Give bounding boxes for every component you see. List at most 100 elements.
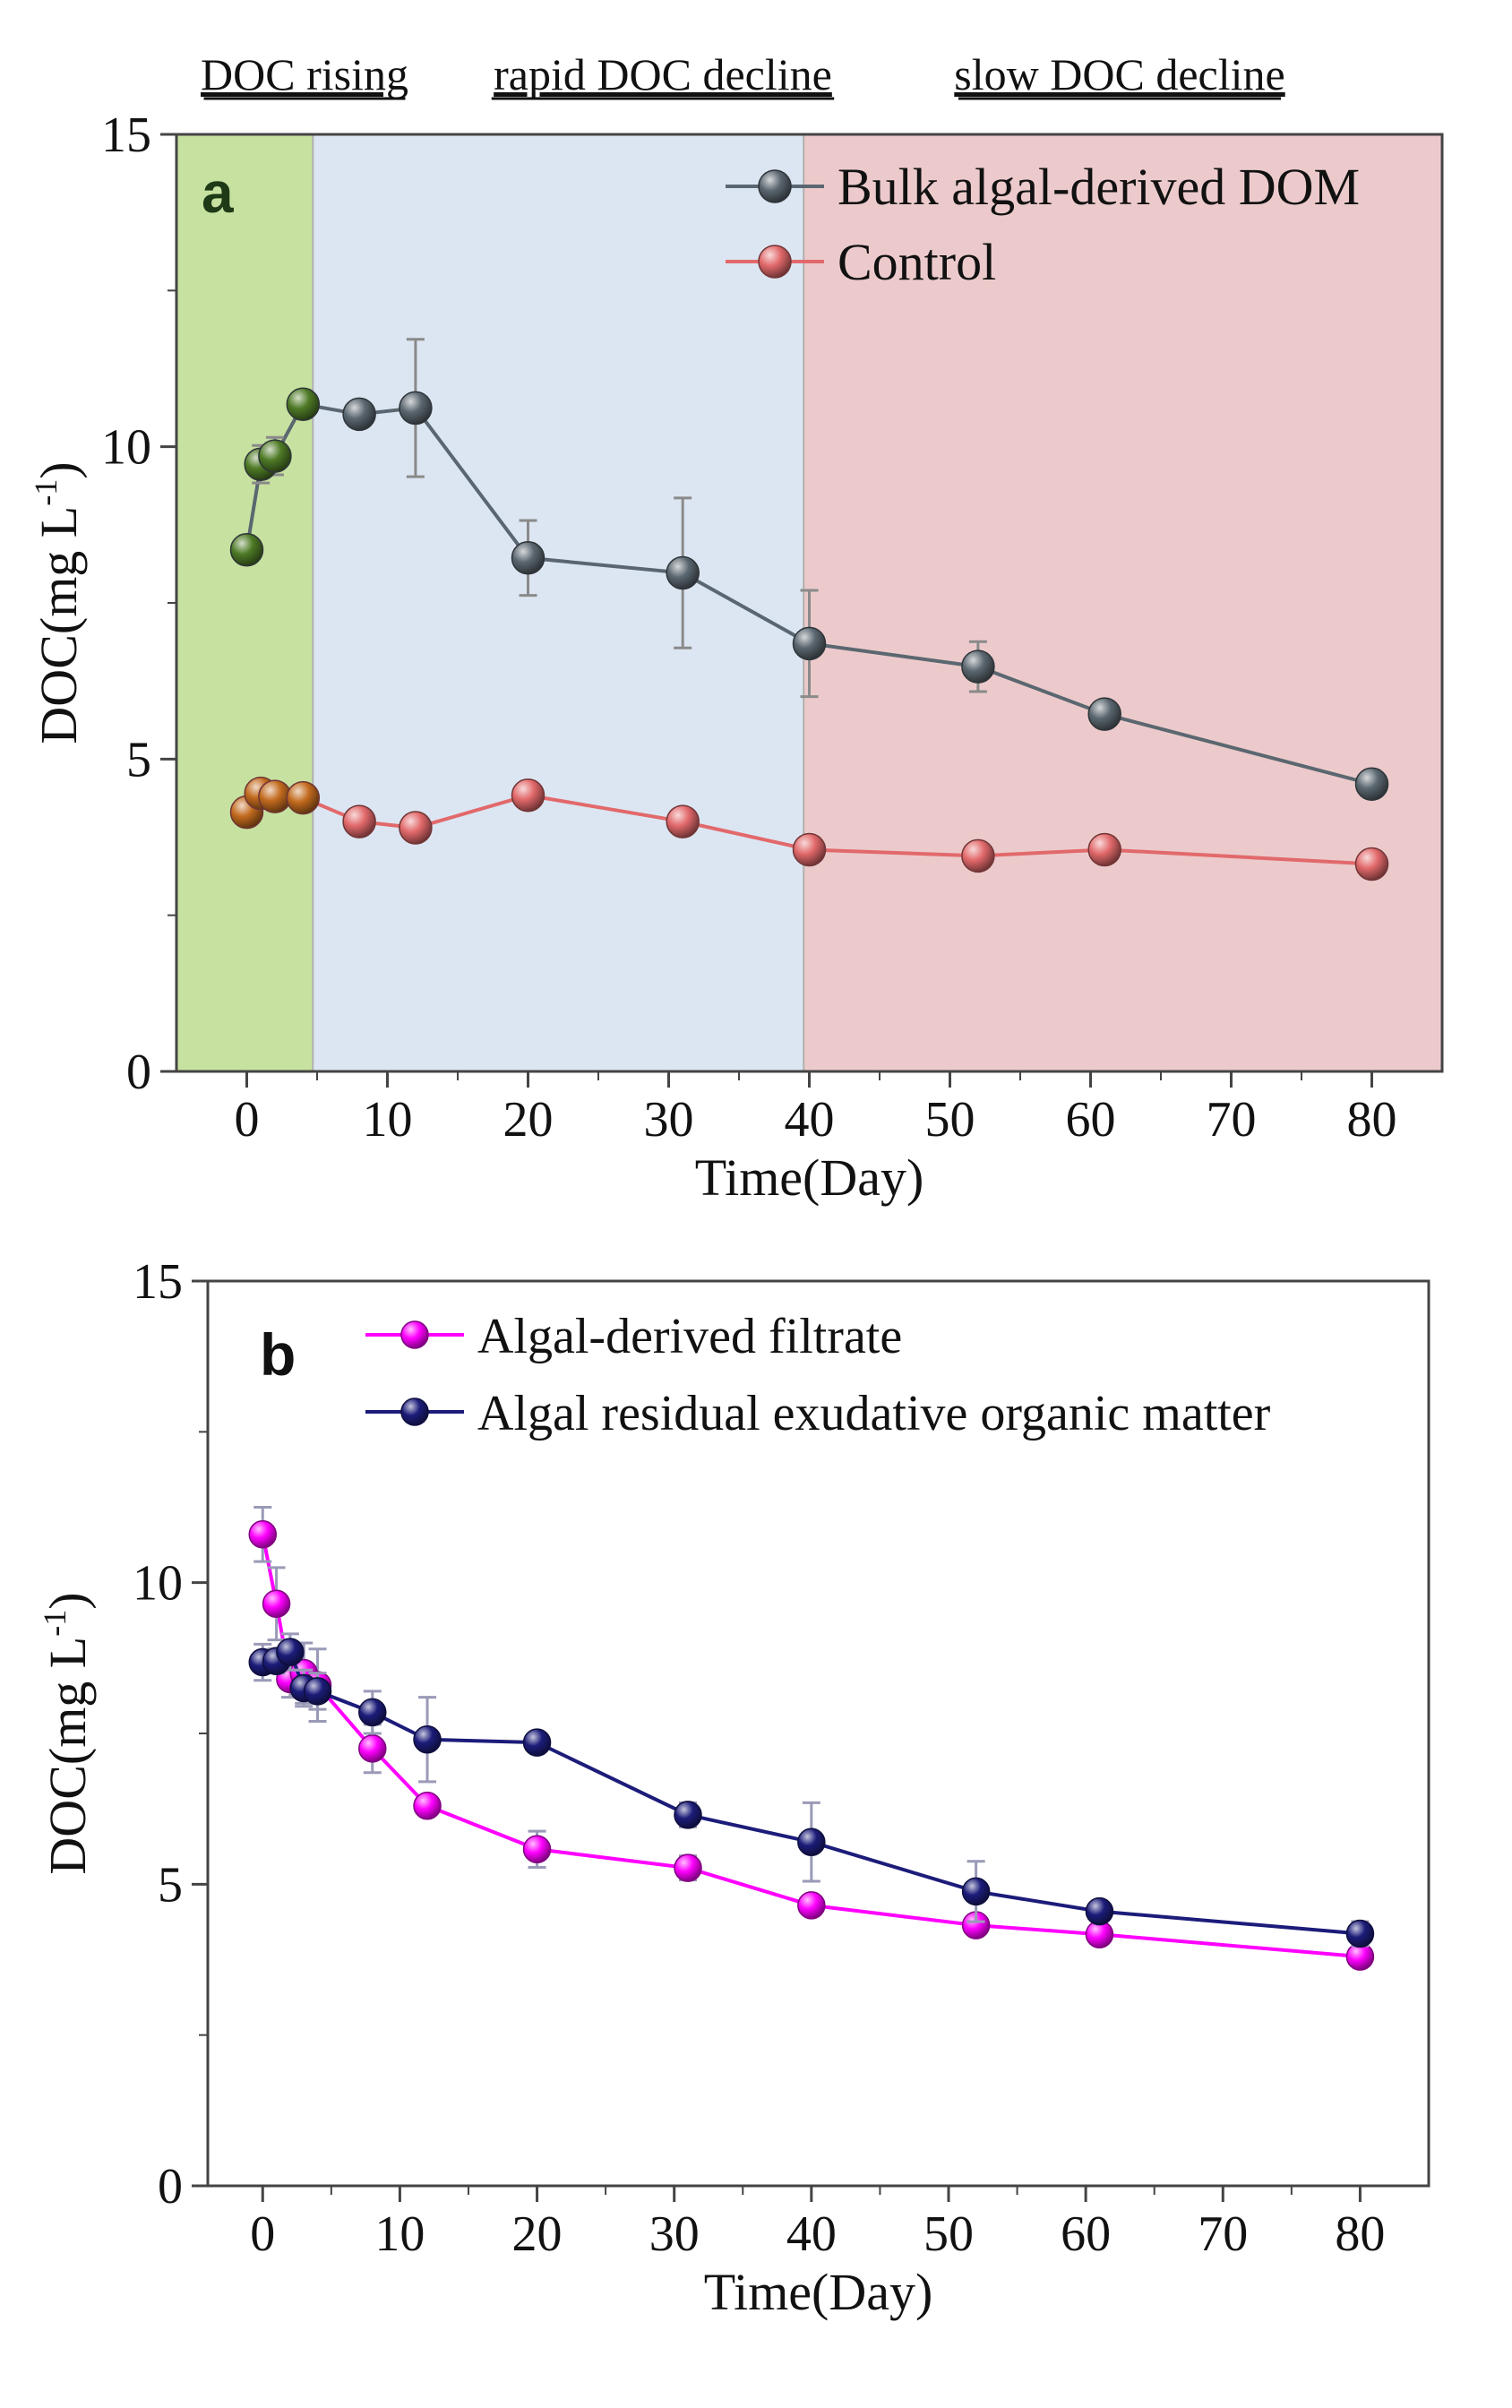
y-axis-label: DOC(mg L-1) xyxy=(37,1592,97,1874)
phase-label: DOC rising xyxy=(201,49,408,99)
data-point xyxy=(258,439,292,473)
data-point xyxy=(303,1677,332,1706)
phase-label: rapid DOC decline xyxy=(494,49,832,99)
x-tick-label: 30 xyxy=(644,1092,694,1148)
data-point xyxy=(522,1835,552,1864)
x-tick-label: 60 xyxy=(1066,1092,1116,1148)
y-axis-label-close: ) xyxy=(39,1592,97,1609)
data-point xyxy=(1085,1896,1114,1926)
x-tick-label: 20 xyxy=(503,1092,554,1148)
x-tick-label: 80 xyxy=(1347,1092,1397,1148)
y-axis-label-main: DOC(mg L xyxy=(30,506,88,744)
phase-label: slow DOC decline xyxy=(954,49,1284,99)
y-axis-label-superscript: -1 xyxy=(37,1610,73,1637)
data-point xyxy=(399,811,433,845)
phase-region xyxy=(176,134,314,1071)
data-point xyxy=(522,1728,552,1757)
x-axis-label: Time(Day) xyxy=(695,1148,924,1207)
x-tick-label: 0 xyxy=(235,1092,260,1148)
x-tick-label: 10 xyxy=(374,2206,425,2262)
data-point xyxy=(342,397,376,432)
series-group xyxy=(229,338,1389,882)
phase-backgrounds xyxy=(176,134,1442,1071)
data-point xyxy=(286,387,321,421)
legend-label: Algal-derived filtrate xyxy=(477,1309,902,1364)
legend-marker xyxy=(758,169,792,203)
y-tick-label: 0 xyxy=(158,2159,183,2214)
data-point xyxy=(413,1724,442,1754)
x-tick-label: 70 xyxy=(1198,2206,1248,2262)
data-point xyxy=(797,1828,826,1856)
data-point xyxy=(413,1792,442,1820)
y-tick-label: 10 xyxy=(133,1556,183,1612)
data-point xyxy=(262,1589,291,1618)
legend-label: Control xyxy=(838,233,996,291)
legend-label: Algal residual exudative organic matter xyxy=(477,1386,1271,1441)
data-point xyxy=(248,1520,278,1549)
x-tick-label: 60 xyxy=(1061,2206,1111,2262)
x-axis: 0 10 20 30 40 50 60 70 80 xyxy=(235,1071,1397,1148)
phase-region xyxy=(803,134,1442,1071)
data-point xyxy=(1087,832,1121,867)
x-tick-label: 50 xyxy=(925,1092,975,1148)
data-point xyxy=(1354,847,1389,882)
data-point xyxy=(511,541,546,575)
panel-a: DOC rising rapid DOC decline slow DOC decl… xyxy=(28,49,1444,1207)
data-point xyxy=(511,778,546,813)
data-point xyxy=(961,838,995,873)
data-point xyxy=(666,555,700,590)
y-tick-label: 15 xyxy=(133,1254,183,1310)
x-tick-label: 10 xyxy=(363,1092,413,1148)
data-point xyxy=(797,1891,826,1920)
x-tick-label: 80 xyxy=(1335,2206,1385,2262)
data-point xyxy=(674,1853,702,1882)
data-point xyxy=(1087,697,1121,731)
y-axis-label: DOC(mg L-1) xyxy=(28,461,88,744)
data-point xyxy=(358,1734,387,1763)
data-point xyxy=(961,649,995,684)
x-tick-label: 40 xyxy=(785,1092,835,1148)
series-group xyxy=(248,1506,1375,1971)
series-1 xyxy=(229,338,1389,801)
y-tick-label: 15 xyxy=(101,108,151,163)
panel-letter-b: b xyxy=(260,1321,296,1388)
data-point xyxy=(258,779,292,813)
panel-b: 0 10 20 30 40 50 60 70 80 0 5 10 15 Algal-derived f… xyxy=(37,1254,1430,2321)
y-tick-label: 10 xyxy=(101,420,151,476)
legend-marker xyxy=(400,1320,429,1349)
legend-label: Bulk algal-derived DOM xyxy=(838,158,1360,216)
phase-region xyxy=(313,134,804,1071)
x-axis-label: Time(Day) xyxy=(704,2263,933,2321)
x-tick-label: 30 xyxy=(649,2206,700,2262)
y-tick-label: 0 xyxy=(126,1045,151,1100)
x-tick-label: 70 xyxy=(1207,1092,1257,1148)
x-tick-label: 40 xyxy=(786,2206,837,2262)
data-point xyxy=(358,1698,387,1727)
legend: Bulk algal-derived DOM Control xyxy=(726,158,1360,291)
data-point xyxy=(276,1638,305,1666)
data-point xyxy=(1354,767,1389,801)
legend-marker xyxy=(400,1398,429,1426)
x-axis: 0 10 20 30 40 50 60 70 80 xyxy=(250,2186,1385,2262)
data-point xyxy=(399,391,433,426)
y-axis-label-superscript: -1 xyxy=(28,479,64,506)
phase-labels: DOC rising rapid DOC decline slow DOC decl… xyxy=(201,49,1285,100)
y-axis: 0 5 10 15 xyxy=(101,108,176,1100)
x-tick-label: 0 xyxy=(250,2206,275,2262)
data-point xyxy=(1345,1919,1375,1948)
series-2 xyxy=(248,1632,1375,1948)
legend: Algal-derived filtrate Algal residual exu… xyxy=(365,1309,1271,1441)
data-point xyxy=(961,1877,991,1906)
y-axis-label-close: ) xyxy=(30,461,88,478)
data-point xyxy=(666,804,700,838)
data-point xyxy=(792,626,827,661)
data-point xyxy=(229,532,264,567)
data-point xyxy=(342,804,376,838)
y-tick-label: 5 xyxy=(126,732,151,787)
data-point xyxy=(286,780,321,815)
x-tick-label: 50 xyxy=(924,2206,974,2262)
data-point xyxy=(674,1801,702,1829)
y-axis-label-main: DOC(mg L xyxy=(39,1637,97,1875)
legend-marker xyxy=(758,245,792,279)
